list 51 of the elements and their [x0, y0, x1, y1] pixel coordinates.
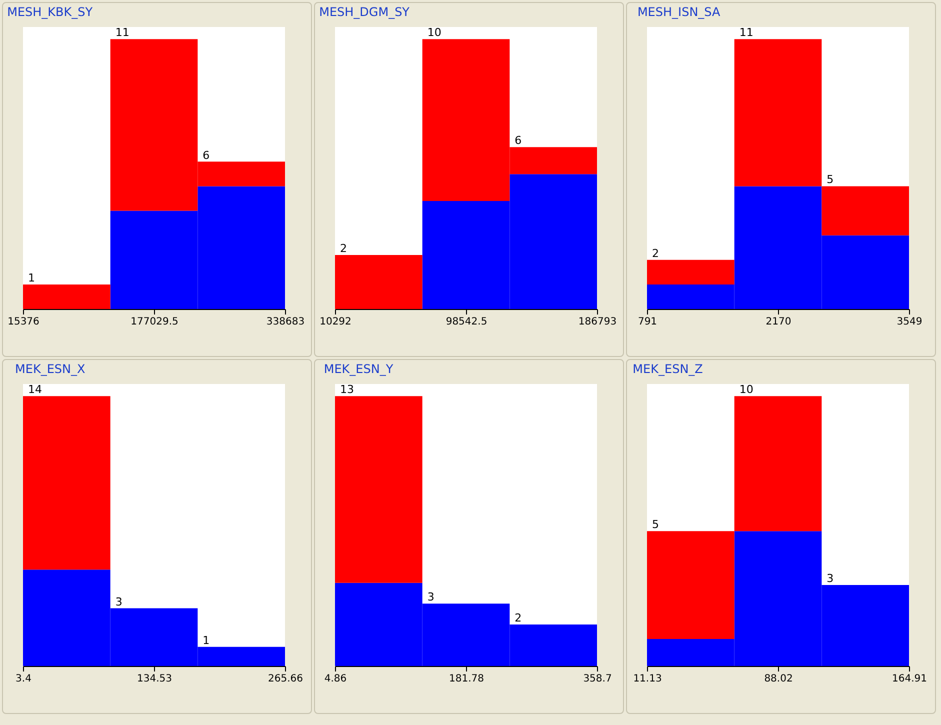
bar: [23, 396, 110, 570]
x-tick-label: 3549: [896, 316, 922, 328]
chart-title: MEK_ESN_X: [15, 362, 86, 376]
annotation: 13: [340, 383, 354, 396]
annotation: 3: [826, 572, 834, 586]
x-tick-label: 791: [638, 316, 658, 328]
annotation: 11: [115, 26, 130, 40]
x-tick-label: 88.02: [764, 674, 793, 684]
chart-title: MESH_KBK_SY: [7, 5, 94, 19]
annotation: 3: [115, 595, 122, 608]
annotation: 5: [652, 518, 659, 532]
bar: [23, 284, 110, 309]
annotation: 2: [514, 611, 522, 624]
x-tick-label: 186793: [578, 316, 617, 328]
x-tick-label: 134.53: [137, 674, 172, 684]
annotation: 2: [340, 242, 347, 256]
x-tick-label: 265.66: [268, 674, 303, 684]
chart-title: MEK_ESN_Z: [632, 362, 703, 376]
x-tick-label: 11.13: [633, 674, 662, 684]
chart-title: MESH_DGM_SY: [319, 5, 410, 19]
annotation: 6: [202, 148, 210, 162]
bar: [334, 396, 422, 583]
x-tick-label: 10292: [320, 316, 352, 328]
x-tick-label: 4.86: [324, 674, 347, 684]
bar: [734, 396, 822, 532]
annotation: 3: [427, 590, 434, 604]
annotation: 6: [514, 134, 522, 148]
chart-title: MESH_ISN_SA: [637, 5, 722, 19]
x-tick-label: 98542.5: [446, 316, 488, 328]
x-tick-label: 338683: [266, 316, 305, 328]
x-tick-label: 15376: [8, 316, 40, 328]
annotation: 1: [28, 271, 35, 284]
x-tick-label: 164.91: [892, 674, 927, 684]
bar: [734, 39, 822, 186]
bar: [822, 186, 909, 236]
bar: [647, 260, 734, 284]
x-tick-label: 358.7: [583, 674, 612, 684]
x-tick-label: 2170: [766, 316, 792, 328]
annotation: 10: [427, 26, 442, 40]
annotation: 11: [739, 26, 754, 40]
bar: [335, 255, 422, 309]
annotation: 5: [826, 173, 834, 186]
annotation: 14: [28, 383, 42, 396]
x-tick-label: 177029.5: [130, 316, 178, 328]
chart-title: MEK_ESN_Y: [324, 362, 394, 376]
bar: [647, 531, 734, 640]
annotation: 1: [202, 634, 210, 647]
x-tick-label: 181.78: [449, 674, 484, 684]
annotation: 10: [739, 383, 754, 396]
annotation: 2: [652, 246, 659, 260]
x-tick-label: 3.4: [16, 674, 32, 684]
